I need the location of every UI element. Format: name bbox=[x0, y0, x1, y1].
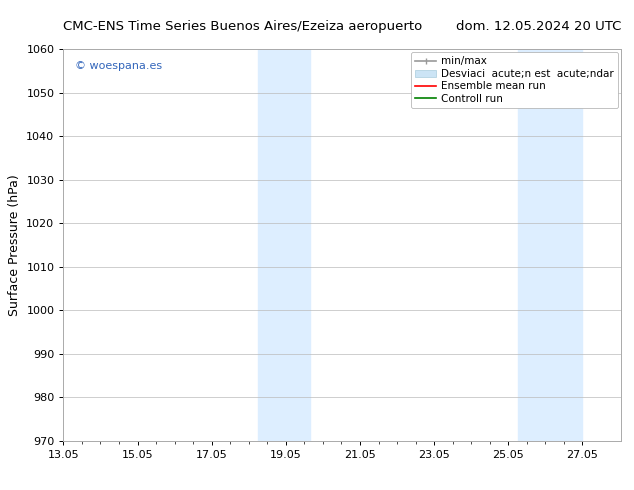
Text: © woespana.es: © woespana.es bbox=[75, 61, 162, 71]
Legend: min/max, Desviaci  acute;n est  acute;ndar, Ensemble mean run, Controll run: min/max, Desviaci acute;n est acute;ndar… bbox=[411, 52, 618, 108]
Y-axis label: Surface Pressure (hPa): Surface Pressure (hPa) bbox=[8, 174, 21, 316]
Text: dom. 12.05.2024 20 UTC: dom. 12.05.2024 20 UTC bbox=[456, 20, 621, 33]
Text: CMC-ENS Time Series Buenos Aires/Ezeiza aeropuerto: CMC-ENS Time Series Buenos Aires/Ezeiza … bbox=[63, 20, 423, 33]
Bar bbox=[517, 49, 583, 441]
Bar bbox=[258, 49, 310, 441]
